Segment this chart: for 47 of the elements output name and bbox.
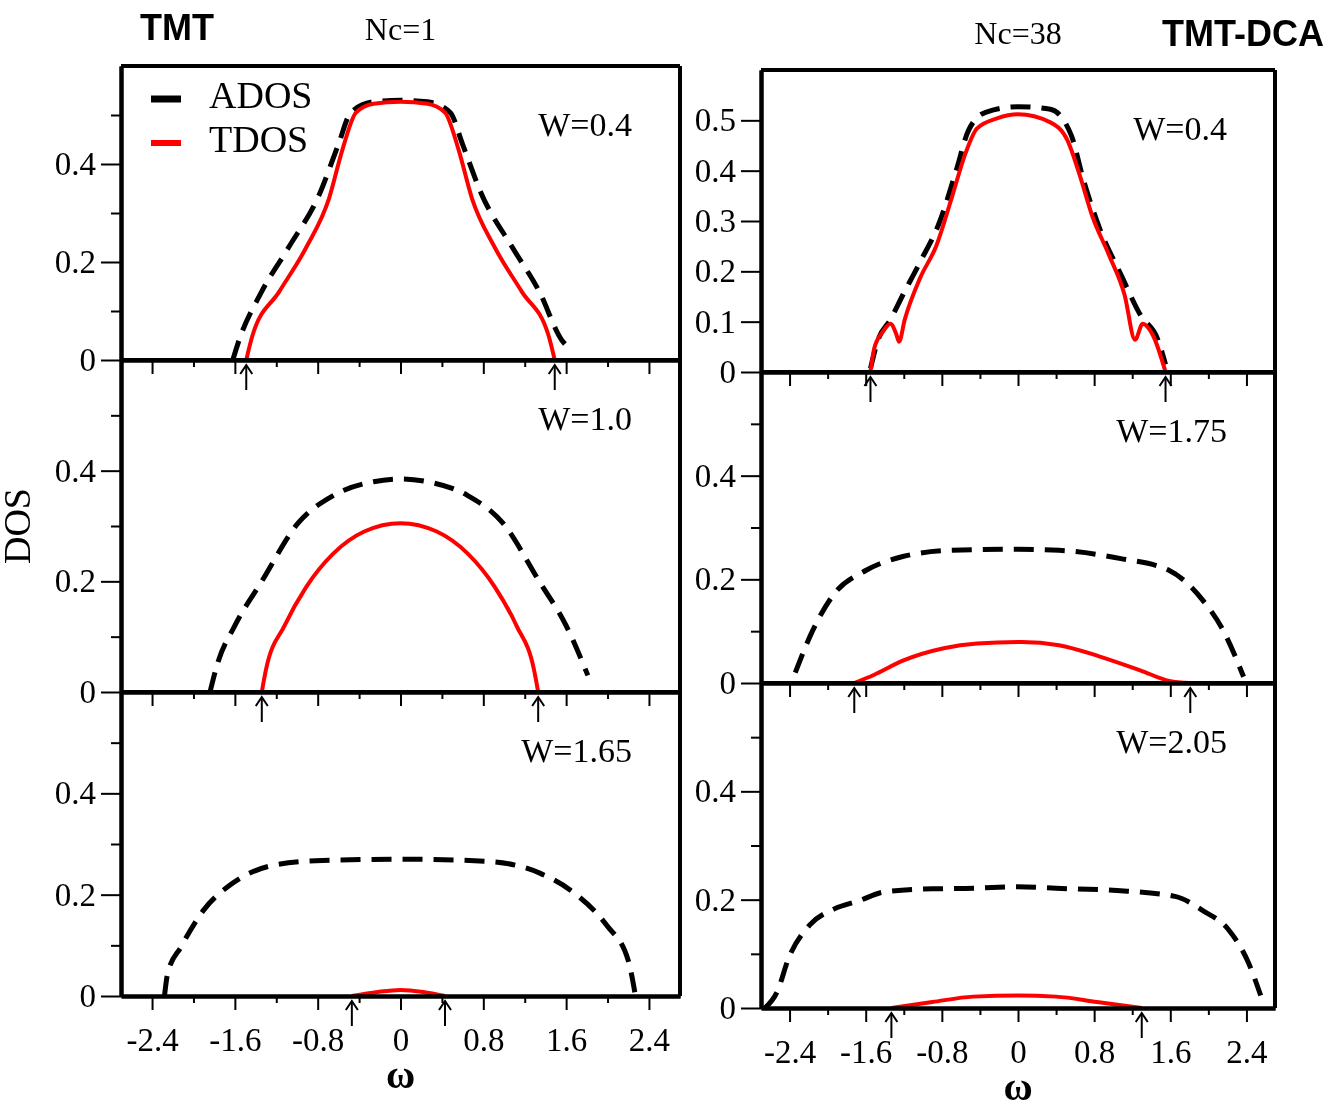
chart-title: Nc=1 bbox=[364, 11, 437, 47]
y-tick-label: 0.4 bbox=[694, 457, 736, 494]
annotation: W=0.4 bbox=[538, 106, 632, 143]
y-tick-label: 0.5 bbox=[694, 102, 736, 139]
y-tick-label: 0 bbox=[719, 354, 736, 391]
annotation: W=0.4 bbox=[1133, 110, 1227, 147]
legend-label: ADOS bbox=[209, 73, 313, 116]
x-tick-label: 2.4 bbox=[1226, 1034, 1268, 1071]
annotation: W=1.75 bbox=[1116, 412, 1227, 449]
y-tick-label: 0.2 bbox=[694, 561, 736, 598]
y-tick-label: 0.2 bbox=[54, 563, 96, 600]
x-tick-label: 1.6 bbox=[1150, 1034, 1192, 1071]
chart-subtitle: TMT bbox=[140, 7, 214, 48]
x-tick-label: -2.4 bbox=[763, 1034, 817, 1071]
y-tick-label: 0 bbox=[79, 342, 96, 379]
y-tick-label: 0.2 bbox=[54, 876, 96, 913]
y-tick-label: 0 bbox=[79, 674, 96, 711]
x-tick-label: -2.4 bbox=[126, 1022, 179, 1059]
x-tick-label: -0.8 bbox=[916, 1034, 969, 1071]
y-tick-label: 0.4 bbox=[694, 773, 736, 810]
y-tick-label: 0.1 bbox=[694, 303, 736, 340]
annotation: W=1.0 bbox=[538, 400, 632, 437]
y-tick-label: 0.4 bbox=[54, 146, 96, 183]
x-tick-label: -1.6 bbox=[209, 1022, 262, 1059]
y-tick-label: 0.2 bbox=[694, 253, 736, 290]
legend-label: TDOS bbox=[209, 117, 309, 160]
x-tick-label: 0.8 bbox=[1074, 1034, 1116, 1071]
y-tick-label: 0 bbox=[719, 665, 736, 702]
line-series bbox=[889, 993, 1144, 1010]
x-tick-label: 1.6 bbox=[546, 1022, 588, 1059]
y-tick-label: 0.2 bbox=[694, 881, 736, 918]
y-axis-title: DOS bbox=[0, 487, 38, 565]
x-tick-label: -0.8 bbox=[292, 1022, 345, 1059]
annotation: W=1.65 bbox=[521, 732, 632, 769]
chart-subtitle: TMT-DCA bbox=[1162, 13, 1324, 54]
y-tick-label: 0.4 bbox=[54, 775, 96, 812]
x-tick-label: 0.8 bbox=[463, 1022, 505, 1059]
y-tick-label: 0.3 bbox=[694, 203, 736, 240]
x-tick-label: 2.4 bbox=[628, 1022, 671, 1059]
y-tick-label: 0 bbox=[79, 978, 96, 1015]
y-tick-label: 0.2 bbox=[54, 244, 96, 281]
annotation: W=2.05 bbox=[1116, 723, 1227, 760]
chart-title: Nc=38 bbox=[974, 15, 1062, 51]
y-tick-label: 0 bbox=[719, 990, 736, 1027]
y-tick-label: 0.4 bbox=[694, 152, 736, 189]
x-tick-label: -1.6 bbox=[840, 1034, 893, 1071]
y-tick-label: 0.4 bbox=[54, 452, 96, 489]
